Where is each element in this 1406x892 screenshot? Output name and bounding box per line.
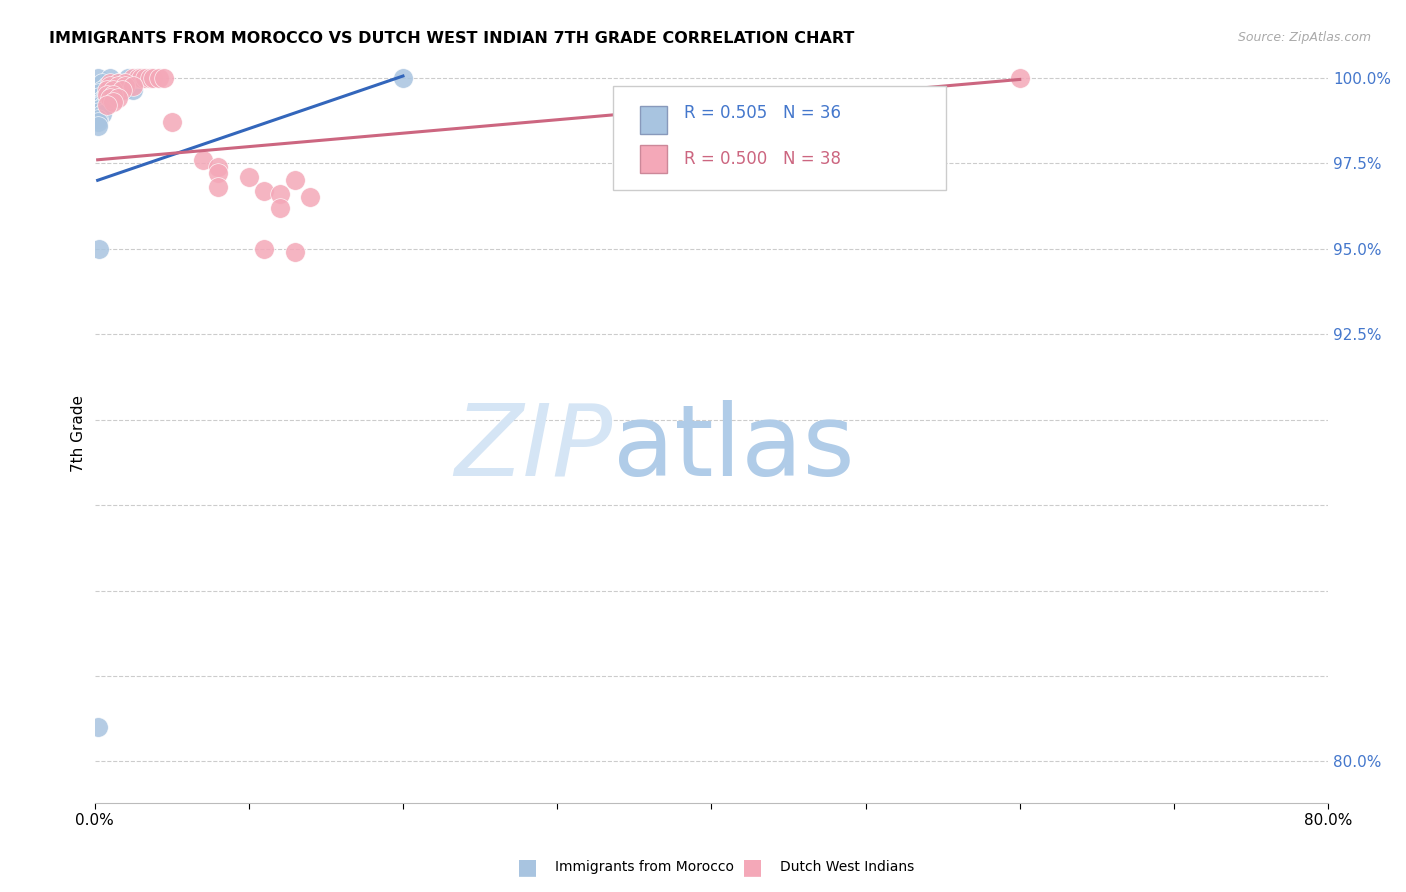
Point [114,79,136,94]
Point [86,70,108,85]
Point [269,201,291,215]
Point [86,98,108,112]
Text: IMMIGRANTS FROM MOROCCO VS DUTCH WEST INDIAN 7TH GRADE CORRELATION CHART: IMMIGRANTS FROM MOROCCO VS DUTCH WEST IN… [49,31,855,46]
Point [107,79,129,94]
Point [160,115,183,129]
Point [111,83,134,97]
Point [96,83,118,97]
Point [111,79,134,94]
Point [97,91,120,105]
Point [91,106,114,120]
Point [96,79,118,94]
Point [86,112,108,126]
Point [134,70,156,85]
Text: Immigrants from Morocco: Immigrants from Morocco [555,860,734,874]
Text: R = 0.505   N = 36: R = 0.505 N = 36 [685,103,841,122]
Y-axis label: 7th Grade: 7th Grade [72,395,86,472]
FancyBboxPatch shape [640,106,666,134]
Point [114,83,136,97]
Point [107,76,129,90]
Point [89,242,111,256]
Point [93,91,115,105]
Point [122,83,145,97]
Point [98,83,121,97]
Point [98,91,121,105]
Point [253,242,276,256]
Point [86,115,108,129]
Point [93,98,115,112]
Point [91,76,114,90]
Text: ■: ■ [742,857,762,877]
Point [91,83,114,97]
Point [114,76,136,90]
FancyBboxPatch shape [613,87,946,190]
Point [122,79,145,94]
Point [107,83,129,97]
Point [90,98,112,112]
Point [127,70,149,85]
Point [89,102,111,116]
Point [96,95,118,109]
Point [101,87,124,102]
Point [139,70,162,85]
Text: atlas: atlas [613,400,855,497]
Point [127,70,149,85]
Point [207,180,229,194]
Point [98,76,121,90]
Point [101,95,124,109]
Point [89,95,111,109]
Point [89,104,111,119]
Point [142,70,165,85]
Point [98,70,121,85]
Text: ZIP: ZIP [454,400,613,497]
Text: ■: ■ [517,857,537,877]
FancyBboxPatch shape [640,145,666,173]
Point [122,76,145,90]
Point [107,76,129,90]
Point [207,166,229,180]
Point [96,98,118,112]
Point [89,89,111,103]
Point [86,119,108,133]
Point [114,76,136,90]
Point [117,70,139,85]
Point [107,91,129,105]
Point [253,184,276,198]
Point [238,169,260,184]
Point [117,79,139,94]
Point [101,83,124,97]
Point [207,160,229,174]
Point [148,70,170,85]
Point [269,186,291,201]
Point [86,720,108,734]
Point [96,87,118,102]
Point [96,86,118,100]
Point [98,79,121,94]
Point [1008,70,1031,85]
Point [153,70,176,85]
Point [299,190,322,204]
Point [191,153,214,167]
Point [89,86,111,100]
Point [129,70,152,85]
Point [91,95,114,109]
Text: Source: ZipAtlas.com: Source: ZipAtlas.com [1237,31,1371,45]
Point [122,70,145,85]
Point [392,70,415,85]
Text: R = 0.500   N = 38: R = 0.500 N = 38 [685,151,841,169]
Point [284,245,307,260]
Point [284,173,307,187]
Text: Dutch West Indians: Dutch West Indians [780,860,914,874]
